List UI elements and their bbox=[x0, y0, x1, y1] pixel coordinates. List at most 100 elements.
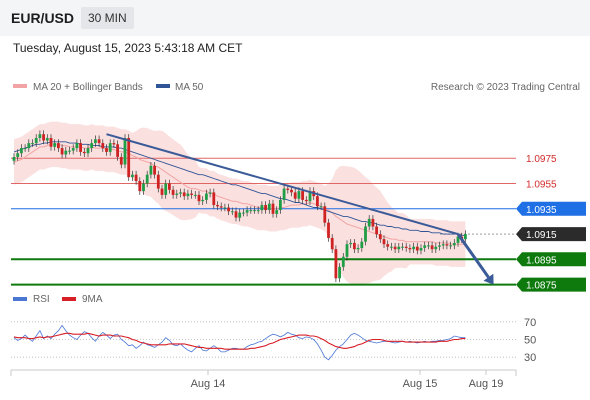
candle-body bbox=[179, 192, 182, 194]
candle-body bbox=[375, 226, 378, 235]
candle-body bbox=[164, 183, 168, 195]
candle-body bbox=[323, 206, 327, 223]
candle bbox=[360, 237, 364, 252]
candle-body bbox=[316, 196, 319, 207]
candle-body bbox=[145, 174, 149, 184]
candle-body bbox=[264, 205, 267, 211]
trendline-group bbox=[106, 133, 494, 285]
candle bbox=[42, 130, 45, 145]
candle-body bbox=[79, 143, 82, 152]
candle-body bbox=[94, 139, 97, 144]
ma20-line bbox=[13, 143, 466, 245]
candle-body bbox=[108, 143, 112, 152]
interval-badge[interactable]: 30 MIN bbox=[81, 7, 134, 29]
level-label-1.0895: 1.0895 bbox=[526, 255, 557, 266]
candle-body bbox=[319, 206, 323, 208]
candle bbox=[464, 230, 467, 243]
candle bbox=[49, 134, 53, 151]
candle bbox=[127, 134, 131, 181]
candle-body bbox=[371, 218, 375, 227]
candle bbox=[234, 207, 238, 222]
candle bbox=[308, 187, 312, 205]
candle-body bbox=[256, 210, 260, 212]
candle-body bbox=[38, 134, 42, 138]
bollinger-band-area bbox=[14, 121, 466, 286]
candle bbox=[57, 139, 60, 152]
candle bbox=[131, 170, 134, 181]
candle-body bbox=[249, 210, 253, 212]
candle bbox=[16, 149, 20, 161]
candle-body bbox=[60, 148, 64, 155]
candle-body bbox=[456, 236, 460, 243]
candle bbox=[27, 139, 31, 152]
candle bbox=[38, 130, 42, 142]
rsi-tick-50: 50 bbox=[524, 335, 536, 347]
level-tag-1.0875: 1.0875 bbox=[516, 277, 586, 292]
candle bbox=[423, 241, 427, 252]
candle-body bbox=[271, 203, 275, 214]
forecast-arrow-shaft bbox=[456, 233, 490, 279]
candle-body bbox=[404, 246, 408, 248]
forecast-arrow-head bbox=[483, 273, 494, 285]
candle bbox=[434, 242, 438, 253]
candle-body bbox=[282, 188, 286, 200]
candle-body bbox=[267, 203, 271, 210]
candle-body bbox=[397, 246, 401, 250]
candle-body bbox=[142, 183, 145, 192]
candle-body bbox=[82, 151, 86, 154]
candle-body bbox=[101, 143, 105, 149]
candle-body bbox=[34, 138, 38, 144]
candle bbox=[134, 170, 138, 185]
candle-body bbox=[390, 246, 393, 248]
candle-body bbox=[223, 207, 227, 209]
candle bbox=[397, 242, 401, 253]
candle-body bbox=[279, 199, 282, 210]
candle bbox=[393, 242, 397, 253]
candle bbox=[404, 242, 408, 252]
candle-body bbox=[297, 191, 301, 199]
level-tag-bg bbox=[516, 252, 586, 267]
candle bbox=[238, 208, 242, 222]
candle bbox=[149, 162, 153, 179]
candle bbox=[153, 162, 156, 179]
level-label-1.0935: 1.0935 bbox=[526, 205, 557, 216]
candle-body bbox=[382, 239, 386, 245]
candle bbox=[338, 263, 341, 283]
candle bbox=[245, 206, 249, 217]
candle-body bbox=[160, 188, 164, 195]
candle-body bbox=[57, 143, 60, 149]
rsi-tick-30: 30 bbox=[524, 352, 536, 364]
candle-body bbox=[353, 242, 356, 250]
candle bbox=[253, 206, 256, 214]
ma20-legend-swatch bbox=[13, 84, 27, 88]
candle bbox=[390, 242, 393, 251]
candle bbox=[212, 188, 216, 209]
top-bar: EUR/USD 30 MIN bbox=[0, 0, 590, 36]
symbol-title: EUR/USD bbox=[11, 10, 75, 26]
level-labels: 1.0975 1.0955 1.0935 1.0915 1.0895 1.0875 bbox=[516, 154, 586, 292]
candle-body bbox=[275, 210, 279, 214]
candle-body bbox=[238, 212, 242, 218]
candle bbox=[79, 139, 82, 156]
candle bbox=[86, 144, 90, 157]
candle-body bbox=[345, 244, 349, 257]
candle bbox=[97, 135, 101, 147]
candle bbox=[401, 242, 404, 251]
candle-body bbox=[105, 148, 108, 152]
candle bbox=[327, 218, 330, 242]
candle bbox=[230, 207, 234, 216]
candle bbox=[171, 186, 175, 199]
candle bbox=[223, 203, 227, 212]
candle-body bbox=[12, 157, 16, 161]
rsi-legend: RSI 9MA bbox=[13, 294, 103, 305]
candle-body bbox=[445, 244, 449, 246]
candle bbox=[164, 179, 168, 199]
candle bbox=[242, 208, 245, 217]
candle-body bbox=[53, 143, 57, 147]
level-label-1.0955: 1.0955 bbox=[526, 180, 557, 191]
candle-body bbox=[205, 193, 208, 200]
candle bbox=[275, 206, 279, 218]
candle bbox=[208, 188, 212, 198]
rsi-grid: 30 50 70 bbox=[11, 317, 536, 364]
